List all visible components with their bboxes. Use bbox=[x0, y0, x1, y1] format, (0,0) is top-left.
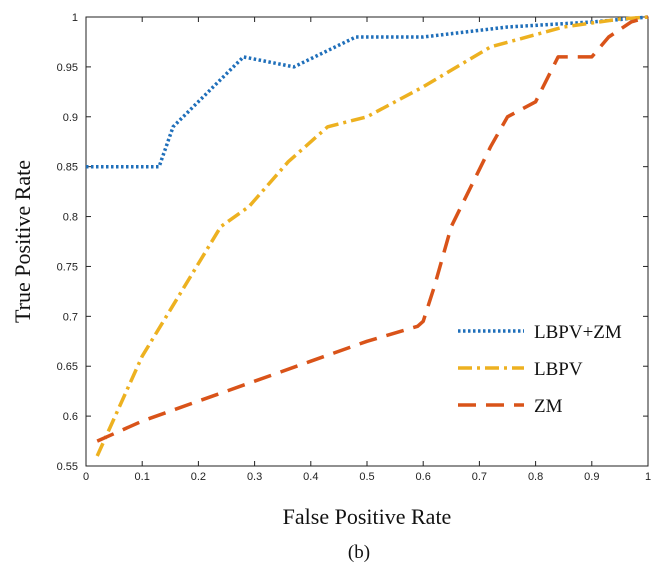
y-tick-label: 0.85 bbox=[57, 162, 78, 174]
y-axis-title: True Positive Rate bbox=[10, 160, 35, 323]
y-tick-label: 0.75 bbox=[57, 261, 78, 273]
y-tick-label: 0.7 bbox=[63, 311, 78, 323]
x-tick-label: 0.6 bbox=[416, 471, 431, 483]
y-tick-label: 0.55 bbox=[57, 461, 78, 473]
y-tick-label: 0.9 bbox=[63, 112, 78, 124]
x-tick-label: 0.8 bbox=[528, 471, 543, 483]
legend-label: LBPV bbox=[534, 359, 583, 380]
x-tick-label: 0.7 bbox=[472, 471, 487, 483]
x-tick-label: 0.3 bbox=[247, 471, 262, 483]
legend-label: ZM bbox=[534, 396, 563, 417]
x-tick-label: 0.5 bbox=[359, 471, 374, 483]
x-tick-label: 0.9 bbox=[584, 471, 599, 483]
y-tick-label: 0.8 bbox=[63, 212, 78, 224]
series-line-lbpv-zm bbox=[86, 15, 649, 169]
x-tick-label: 0 bbox=[83, 471, 89, 483]
x-tick-label: 1 bbox=[645, 471, 651, 483]
y-tick-label: 1 bbox=[72, 12, 78, 24]
x-tick-label: 0.2 bbox=[191, 471, 206, 483]
x-axis-title: False Positive Rate bbox=[283, 504, 452, 529]
y-tick-label: 0.65 bbox=[57, 361, 78, 373]
series-line-lbpv bbox=[95, 15, 649, 457]
x-tick-label: 0.4 bbox=[303, 471, 318, 483]
figure-caption: (b) bbox=[348, 542, 370, 563]
legend-label: LBPV+ZM bbox=[534, 322, 622, 343]
y-tick-label: 0.6 bbox=[63, 411, 78, 423]
y-tick-label: 0.95 bbox=[57, 62, 78, 74]
series-line-zm bbox=[96, 15, 649, 443]
plot-frame bbox=[85, 16, 649, 467]
x-tick-label: 0.1 bbox=[135, 471, 150, 483]
plot-layer: 0 0.1 0.2 0.3 0.4 0.5 0.6 0.7 0.8 0.9 1 0.55 0.6 0.65… bbox=[10, 12, 651, 563]
